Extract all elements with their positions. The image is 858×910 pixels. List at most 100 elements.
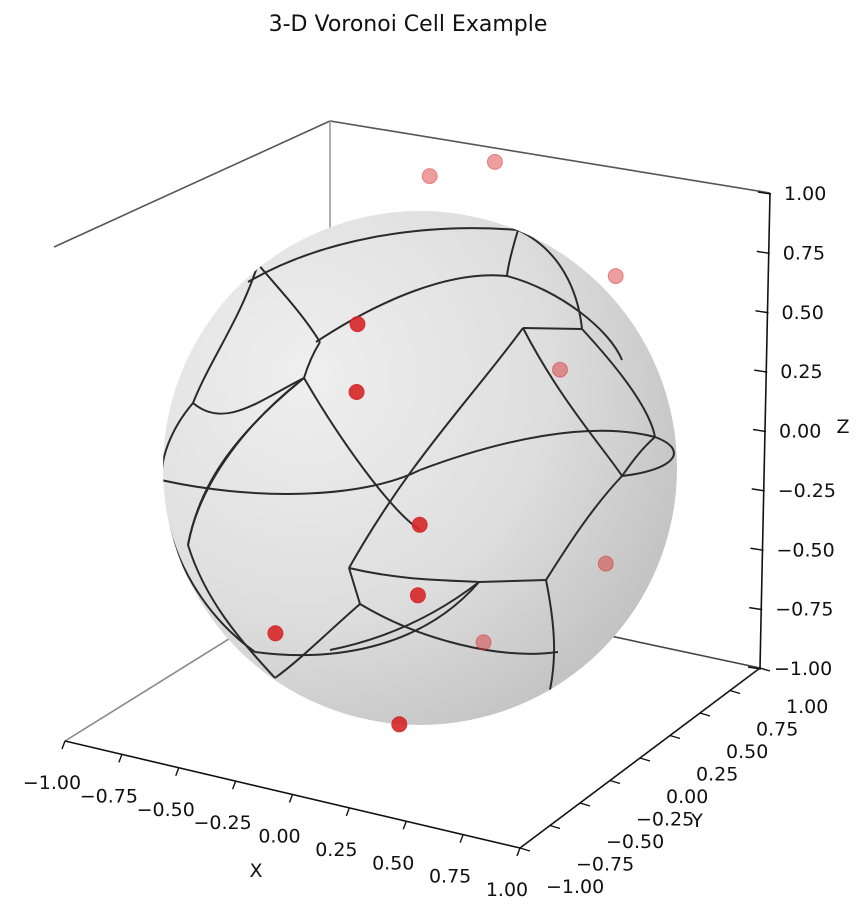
x-tick	[61, 740, 66, 750]
y-tick	[639, 757, 651, 762]
points-layer	[267, 153, 624, 733]
voronoi-edge	[581, 328, 656, 438]
x-tick	[175, 767, 180, 776]
chart-title: 3-D Voronoi Cell Example	[269, 12, 548, 37]
voronoi-edge	[348, 567, 361, 605]
z-tick-label: 1.00	[784, 183, 826, 205]
y-tick	[759, 667, 771, 672]
voronoi-edge	[419, 429, 656, 471]
voronoi-edge	[247, 227, 519, 283]
y-tick	[579, 802, 591, 807]
y-tick-label: −1.00	[546, 876, 604, 898]
z-tick-label: 0.25	[780, 361, 822, 383]
voronoi-edge	[545, 475, 623, 581]
voronoi-edge	[621, 436, 656, 477]
voronoi-edge	[522, 327, 583, 330]
z-axis-line	[759, 192, 771, 669]
voronoi-edge	[303, 341, 321, 379]
x-tick-label: 0.25	[315, 839, 357, 861]
x-tick	[118, 754, 123, 763]
x-tick	[516, 847, 521, 857]
y-tick-label: 1.00	[786, 696, 828, 718]
z-tick	[754, 369, 768, 373]
x-tick-label: 0.75	[429, 866, 471, 888]
x-tick	[231, 780, 237, 790]
z-tick-label: −1.00	[774, 658, 832, 680]
voronoi-edge	[506, 275, 623, 361]
voronoi-edge	[348, 327, 524, 569]
data-point	[348, 384, 365, 400]
voronoi-edge	[545, 579, 556, 691]
x-tick-label: −0.25	[194, 812, 252, 834]
data-point	[597, 555, 614, 572]
x-tick	[402, 821, 407, 830]
y-axis: −1.00−0.75−0.50−0.250.000.250.500.751.00…	[519, 667, 828, 898]
x-tick-label: 1.00	[486, 879, 528, 901]
data-point	[486, 153, 503, 170]
x-tick	[345, 807, 351, 817]
z-tick-label: 0.75	[783, 242, 825, 264]
voronoi-edge-outer	[621, 436, 675, 477]
data-point	[267, 625, 284, 642]
voronoi-edge	[163, 469, 421, 495]
z-tick-label: −0.75	[775, 599, 833, 621]
y-tick-label: −0.25	[636, 809, 694, 831]
voronoi-edge	[192, 377, 305, 415]
data-point	[391, 716, 408, 733]
y-tick-label: −0.50	[606, 831, 664, 853]
box-edge-top-back	[329, 120, 771, 194]
voronoi-edge	[478, 579, 547, 583]
box-edge-top-left	[53, 120, 331, 248]
voronoi-edge	[274, 603, 361, 679]
voronoi-edge	[187, 377, 305, 546]
z-axis-label: Z	[836, 416, 849, 438]
z-tick	[755, 310, 769, 314]
z-tick	[757, 191, 772, 195]
y-tick	[549, 824, 561, 830]
voronoi-edge	[522, 327, 623, 477]
voronoi-edge	[303, 377, 421, 531]
x-tick-label: −1.00	[23, 772, 81, 794]
y-tick	[729, 689, 741, 695]
data-point	[411, 516, 428, 533]
y-tick-label: −0.75	[576, 854, 634, 876]
y-tick-label: 0.00	[666, 786, 708, 808]
voronoi-edge	[163, 402, 194, 481]
y-tick	[669, 734, 681, 740]
data-point	[475, 634, 492, 651]
z-tick-label: −0.25	[778, 480, 836, 502]
x-tick-label: −0.75	[80, 785, 138, 807]
voronoi-edge	[348, 567, 480, 583]
data-point	[552, 361, 568, 378]
y-tick-label: 0.75	[756, 719, 798, 741]
z-tick	[751, 488, 765, 492]
data-point	[607, 268, 624, 285]
x-axis: −1.00−0.75−0.50−0.25 0.00 0.25 0.50 0.75 1.00…	[23, 740, 528, 901]
x-tick-label: 0.50	[372, 852, 414, 874]
x-tick	[459, 834, 464, 843]
y-tick-label: 0.25	[696, 764, 738, 786]
voronoi-edge	[517, 229, 583, 330]
z-axis: −1.00 −0.75 −0.50 −0.25 0.00 0.25 0.50 0.75 1.00…	[747, 183, 850, 680]
z-tick	[752, 428, 767, 433]
z-tick	[749, 606, 763, 611]
y-tick-label: 0.50	[726, 741, 768, 763]
data-point	[349, 316, 366, 333]
x-tick-label: −0.50	[137, 799, 195, 821]
z-tick-label: 0.50	[782, 302, 824, 324]
voronoi-edge	[257, 263, 321, 343]
z-tick	[750, 547, 764, 551]
voronoi-edge	[315, 274, 508, 343]
y-tick	[609, 779, 621, 785]
voronoi-edge	[254, 581, 480, 657]
z-tick-label: 0.00	[779, 421, 821, 443]
voronoi-edge	[187, 544, 276, 679]
data-point	[409, 587, 426, 604]
voronoi-edge	[359, 603, 559, 655]
y-tick	[699, 712, 711, 717]
z-tick-label: −0.50	[777, 539, 835, 561]
voronoi-edge	[192, 263, 259, 404]
voronoi-edge	[506, 229, 519, 277]
x-axis-label: X	[249, 860, 262, 882]
